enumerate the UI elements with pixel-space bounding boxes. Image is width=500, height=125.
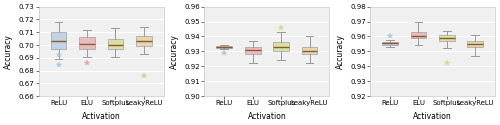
PathPatch shape [382, 42, 398, 45]
X-axis label: Activation: Activation [414, 112, 452, 121]
Y-axis label: Accuracy: Accuracy [4, 34, 13, 69]
PathPatch shape [108, 39, 123, 49]
PathPatch shape [216, 46, 232, 48]
PathPatch shape [302, 47, 318, 54]
PathPatch shape [439, 35, 454, 41]
X-axis label: Activation: Activation [248, 112, 286, 121]
PathPatch shape [50, 32, 66, 49]
PathPatch shape [468, 41, 483, 47]
X-axis label: Activation: Activation [82, 112, 120, 121]
PathPatch shape [410, 32, 426, 38]
PathPatch shape [136, 36, 152, 46]
PathPatch shape [79, 37, 95, 49]
PathPatch shape [245, 47, 260, 54]
Y-axis label: Accuracy: Accuracy [170, 34, 179, 69]
Y-axis label: Accuracy: Accuracy [336, 34, 344, 69]
PathPatch shape [274, 42, 289, 51]
